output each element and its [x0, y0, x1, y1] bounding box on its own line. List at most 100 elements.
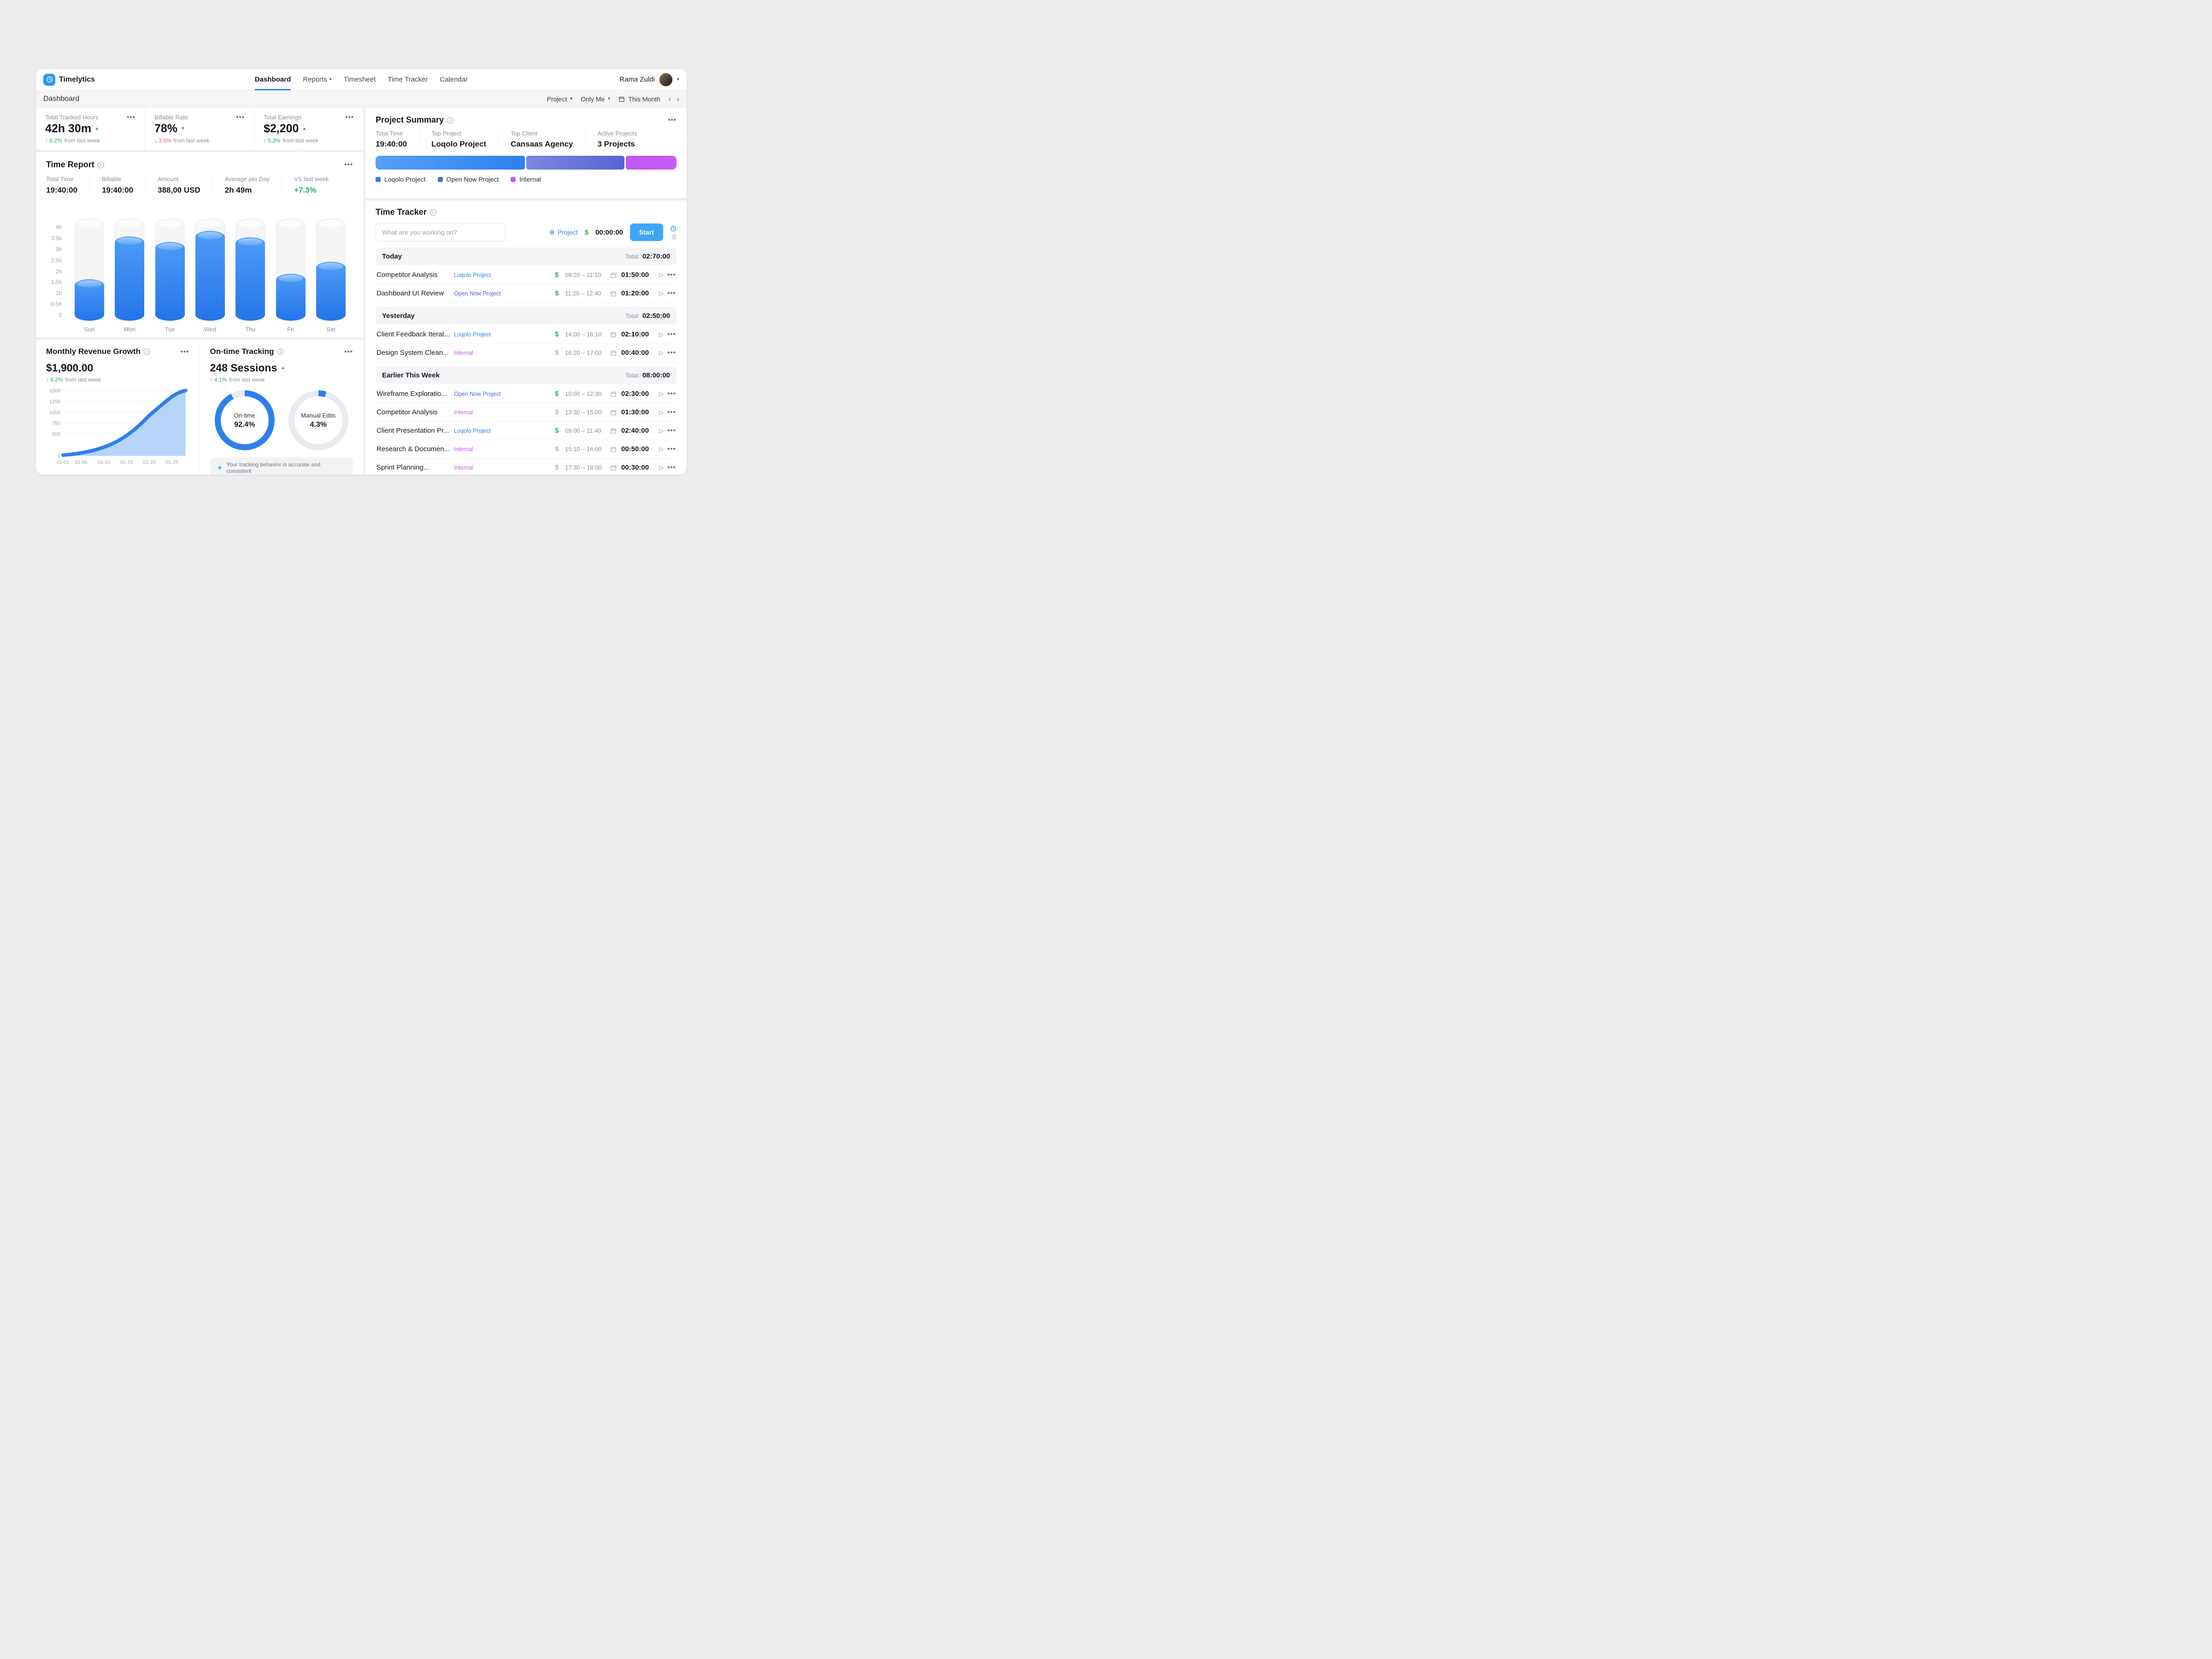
more-menu-button[interactable]: ••• — [667, 330, 676, 338]
nav-item-time-tracker[interactable]: Time Tracker — [388, 69, 428, 90]
time-entry-row[interactable]: Competitor Analysis Internal $13:30 – 15:0… — [376, 403, 677, 422]
calendar-icon[interactable] — [610, 465, 621, 471]
donut-label: On-time — [234, 412, 255, 419]
timer-mode-icon[interactable] — [670, 225, 677, 232]
time-entry-row[interactable]: Dashboard UI Review Open Now Project $11:2… — [376, 284, 677, 303]
brand[interactable]: Timelytics — [43, 73, 95, 86]
project-summary-title: Project Summary i — [376, 115, 454, 125]
more-menu-button[interactable]: ••• — [180, 347, 189, 356]
time-entry-row[interactable]: Research & Documen... Internal $15:10 – 16… — [376, 440, 677, 459]
calendar-icon[interactable] — [610, 428, 621, 434]
entry-project[interactable]: Internal — [454, 464, 473, 471]
billable-toggle[interactable]: $ — [584, 228, 588, 236]
calendar-icon[interactable] — [610, 331, 621, 338]
more-menu-button[interactable]: ••• — [345, 113, 354, 121]
y-tick: 3.5h — [51, 235, 62, 242]
bar-wed: Wed — [191, 218, 229, 333]
entry-project[interactable]: Loqolo Project — [454, 271, 491, 278]
more-menu-button[interactable]: ••• — [667, 464, 676, 471]
entry-duration: 00:30:00 — [621, 464, 649, 471]
next-period-button[interactable]: › — [677, 94, 679, 103]
time-entry-row[interactable]: Wireframe Exploratio... Open Now Project $… — [376, 385, 677, 403]
calendar-icon[interactable] — [610, 350, 621, 356]
more-menu-button[interactable]: ••• — [344, 161, 353, 169]
more-menu-button[interactable]: ••• — [667, 408, 676, 416]
add-project-button[interactable]: ⊕ Project — [549, 229, 578, 236]
nav-item-timesheet[interactable]: Timesheet — [344, 69, 376, 90]
more-menu-button[interactable]: ••• — [667, 289, 676, 297]
billable-icon[interactable]: $ — [555, 408, 559, 416]
task-input[interactable] — [376, 223, 506, 241]
entry-project[interactable]: Loqolo Project — [454, 331, 491, 338]
start-button[interactable]: Start — [630, 224, 663, 241]
more-menu-button[interactable]: ••• — [667, 427, 676, 435]
time-entry-row[interactable]: Competitor Analysis Loqolo Project $09:20 … — [376, 266, 677, 284]
entry-project[interactable]: Internal — [454, 446, 473, 453]
calendar-icon[interactable] — [610, 446, 621, 453]
play-icon[interactable]: ▷ — [659, 349, 664, 356]
play-icon[interactable]: ▷ — [659, 427, 664, 434]
entry-project[interactable]: Internal — [454, 349, 473, 356]
play-icon[interactable]: ▷ — [659, 408, 664, 416]
entry-duration: 02:10:00 — [621, 330, 649, 338]
time-entry-row[interactable]: Design System Clean... Internal $16:20 – 1… — [376, 344, 677, 362]
bar-track — [195, 218, 225, 321]
play-icon[interactable]: ▷ — [659, 390, 664, 397]
entry-project[interactable]: Open Now Project — [454, 390, 501, 397]
donut-value: 92.4% — [234, 420, 255, 429]
nav-item-calendar[interactable]: Calendar — [440, 69, 468, 90]
billable-icon[interactable]: $ — [555, 464, 559, 471]
share-segment-loqolo-project — [376, 156, 525, 170]
group-label: Earlier This Week — [382, 371, 440, 379]
revenue-area-chart: 0 500 750 1000 1250 1500 01-01 01-05 01-10 01-15 0… — [49, 388, 188, 465]
billable-icon[interactable]: $ — [555, 390, 559, 398]
entry-time-range: 10:00 – 12:30 — [565, 390, 602, 397]
billable-icon[interactable]: $ — [555, 427, 559, 435]
billable-icon[interactable]: $ — [555, 330, 559, 338]
play-icon[interactable]: ▷ — [659, 330, 664, 338]
calendar-icon[interactable] — [610, 391, 621, 397]
play-icon[interactable]: ▷ — [659, 271, 664, 278]
more-menu-button[interactable]: ••• — [667, 349, 676, 357]
nav-item-dashboard[interactable]: Dashboard — [254, 69, 291, 90]
calendar-icon[interactable] — [610, 409, 621, 416]
more-menu-button[interactable]: ••• — [667, 271, 676, 279]
play-icon[interactable]: ▷ — [659, 464, 664, 471]
bar-track — [276, 218, 306, 321]
scope-filter[interactable]: Only Me ▾ — [581, 95, 610, 103]
billable-icon[interactable]: $ — [555, 349, 559, 357]
entry-project[interactable]: Open Now Project — [454, 290, 501, 297]
more-menu-button[interactable]: ••• — [668, 116, 677, 124]
more-menu-button[interactable]: ••• — [127, 113, 135, 121]
svg-text:1000: 1000 — [49, 410, 60, 416]
billable-icon[interactable]: $ — [555, 271, 559, 279]
calendar-icon[interactable] — [610, 272, 621, 278]
manual-mode-icon[interactable] — [670, 234, 677, 240]
trend-down-icon: ▼ — [181, 126, 185, 131]
entry-time-range: 15:10 – 16:00 — [565, 446, 602, 453]
play-icon[interactable]: ▷ — [659, 445, 664, 453]
entry-time-range: 17:30 – 18:00 — [565, 464, 602, 471]
prev-period-button[interactable]: ‹ — [668, 94, 671, 103]
entry-project[interactable]: Internal — [454, 409, 473, 416]
more-menu-button[interactable]: ••• — [236, 113, 245, 121]
period-filter[interactable]: This Month — [618, 95, 660, 103]
calendar-icon[interactable] — [610, 290, 621, 297]
project-legend: Loqolo Project Open Now Project Internal — [376, 176, 677, 183]
entry-time-range: 09:20 – 11:10 — [565, 271, 601, 278]
billable-icon[interactable]: $ — [555, 445, 559, 453]
time-entry-row[interactable]: Sprint Planning... Internal $17:30 – 18:00… — [376, 459, 677, 475]
more-menu-button[interactable]: ••• — [667, 445, 676, 453]
period-label: This Month — [628, 95, 660, 103]
chevron-down-icon: ▾ — [608, 96, 611, 101]
entry-project[interactable]: Loqolo Project — [454, 427, 491, 434]
more-menu-button[interactable]: ••• — [344, 347, 353, 356]
more-menu-button[interactable]: ••• — [667, 390, 676, 398]
nav-item-reports[interactable]: Reports ▾ — [303, 69, 332, 90]
time-entry-row[interactable]: Client Presentation Pr... Loqolo Project $… — [376, 422, 677, 440]
project-filter[interactable]: Project ▾ — [547, 95, 573, 103]
play-icon[interactable]: ▷ — [659, 289, 664, 297]
time-entry-row[interactable]: Client Feedback Iterat... Loqolo Project $… — [376, 325, 677, 344]
billable-icon[interactable]: $ — [555, 289, 559, 297]
user-menu[interactable]: Rama Zuldi ▾ — [619, 72, 679, 87]
